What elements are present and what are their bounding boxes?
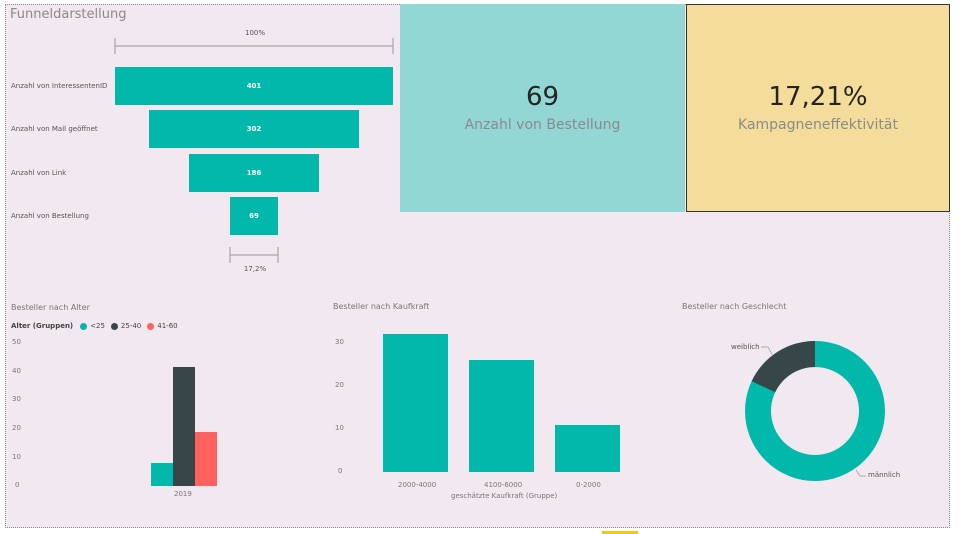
age-x-tick: 2019 (174, 490, 192, 498)
funnel-bar[interactable]: 69 (230, 197, 278, 235)
legend-dot-red-icon (147, 322, 155, 330)
funnel-bar[interactable]: 186 (189, 154, 319, 192)
donut-label-female: weiblich (731, 343, 760, 351)
funnel-top-percent: 100% (244, 29, 265, 37)
power-bar-4100-6000[interactable] (469, 360, 534, 472)
funnel-title: Funneldarstellung (10, 7, 127, 22)
power-y-tick: 20 (335, 381, 344, 389)
power-x-axis-label: geschätzte Kaufkraft (Gruppe) (451, 492, 558, 500)
effectiveness-card-value: 17,21% (768, 81, 868, 112)
power-chart-title: Besteller nach Kaufkraft (333, 302, 430, 311)
age-bar-under-25[interactable] (151, 463, 173, 486)
power-x-tick: 4100-6000 (484, 481, 523, 489)
funnel-bar[interactable]: 302 (149, 110, 359, 148)
funnel-bottom-percent: 17,2% (243, 265, 267, 273)
power-x-tick: 0-2000 (576, 481, 601, 489)
donut-label-male: männlich (868, 471, 901, 479)
age-y-tick: 20 (12, 424, 21, 432)
funnel-stage-label: Anzahl von Link (11, 169, 67, 177)
funnel-stage-label: Anzahl von InteressentenID (11, 82, 108, 90)
funnel-bar[interactable]: 401 (115, 67, 393, 105)
orders-card-value: 69 (525, 81, 560, 112)
age-y-tick: 30 (12, 395, 21, 403)
age-bar-25-40[interactable] (173, 366, 195, 486)
age-y-tick: 50 (12, 338, 21, 346)
power-y-tick: 0 (338, 467, 343, 475)
age-legend-title: Alter (Gruppen) (11, 322, 74, 330)
funnel-stage-label: Anzahl von Mail geöffnet (11, 125, 98, 133)
donut-slice-female[interactable] (751, 341, 815, 393)
gender-chart-title: Besteller nach Geschlecht (682, 302, 787, 311)
page-tab-indicator[interactable] (602, 531, 638, 534)
power-y-tick: 10 (335, 424, 344, 432)
age-bar-41-60[interactable] (195, 432, 217, 486)
power-bar-2000-4000[interactable] (383, 334, 448, 472)
age-y-tick: 10 (12, 453, 21, 461)
age-legend-item[interactable]: 41-60 (157, 322, 178, 330)
age-legend: Alter (Gruppen) <25 25-40 41-60 (11, 322, 178, 330)
legend-dot-teal-icon (80, 322, 88, 330)
age-legend-item[interactable]: <25 (90, 322, 105, 330)
legend-dot-dark-icon (110, 322, 118, 330)
orders-card[interactable]: 69 Anzahl von Bestellung (400, 4, 685, 212)
age-y-tick: 40 (12, 367, 21, 375)
age-chart-title: Besteller nach Alter (11, 303, 90, 312)
effectiveness-card[interactable]: 17,21% Kampagneneffektivität (686, 4, 950, 212)
effectiveness-card-label: Kampagneneffektivität (738, 117, 898, 134)
orders-card-label: Anzahl von Bestellung (464, 117, 621, 134)
age-legend-item[interactable]: 25-40 (120, 322, 142, 330)
power-y-tick: 30 (335, 338, 344, 346)
power-x-tick: 2000-4000 (398, 481, 437, 489)
power-bar-0-2000[interactable] (555, 424, 620, 472)
age-y-tick: 0 (15, 481, 20, 489)
funnel-stage-label: Anzahl von Bestellung (11, 212, 89, 220)
gender-donut-chart (745, 341, 885, 481)
